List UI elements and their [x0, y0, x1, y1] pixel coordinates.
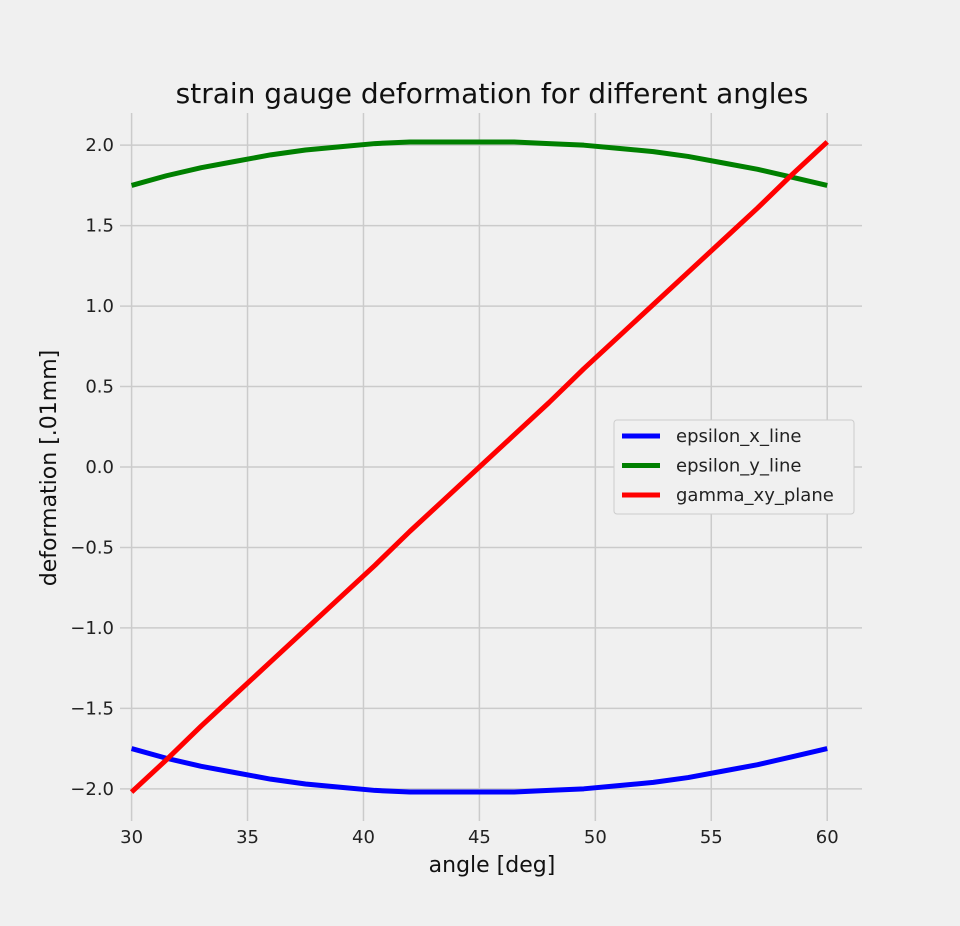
series-line-epsilon-y-line [130, 139, 828, 188]
x-tick-label: 40 [352, 827, 375, 848]
y-tick-label: 1.0 [85, 296, 114, 317]
x-tick-label: 50 [584, 827, 607, 848]
series-lines [129, 139, 829, 795]
x-tick-label: 35 [236, 827, 259, 848]
chart-title: strain gauge deformation for different a… [176, 77, 809, 110]
legend: epsilon_x_line epsilon_y_line gamma_xy_pla… [613, 419, 855, 515]
x-tick-label: 55 [700, 827, 723, 848]
y-axis-title: deformation [.01mm] [37, 350, 62, 586]
y-tick-label: 0.0 [85, 457, 114, 478]
series-line-epsilon-x-line [130, 746, 828, 795]
legend-label: epsilon_y_line [676, 456, 801, 477]
x-tick-label: 60 [816, 827, 839, 848]
x-tick-label: 45 [468, 827, 491, 848]
y-tick-label: −1.0 [70, 618, 114, 639]
y-tick-label: 0.5 [85, 377, 114, 398]
axis-ticks: 30 35 40 45 50 55 60 2.0 1.5 1.0 0.5 0.0 −0.5 −1.0 −1.… [70, 135, 838, 848]
y-tick-label: 2.0 [85, 135, 114, 156]
legend-label: gamma_xy_plane [676, 485, 834, 506]
x-tick-label: 30 [120, 827, 143, 848]
y-tick-label: −1.5 [70, 698, 114, 719]
legend-label: epsilon_x_line [676, 426, 801, 447]
series-line-gamma-xy-plane [129, 140, 829, 794]
x-axis-title: angle [deg] [429, 853, 556, 878]
y-tick-label: 1.5 [85, 216, 114, 237]
y-tick-label: −2.0 [70, 779, 114, 800]
legend-box [613, 419, 855, 515]
y-tick-label: −0.5 [70, 537, 114, 558]
